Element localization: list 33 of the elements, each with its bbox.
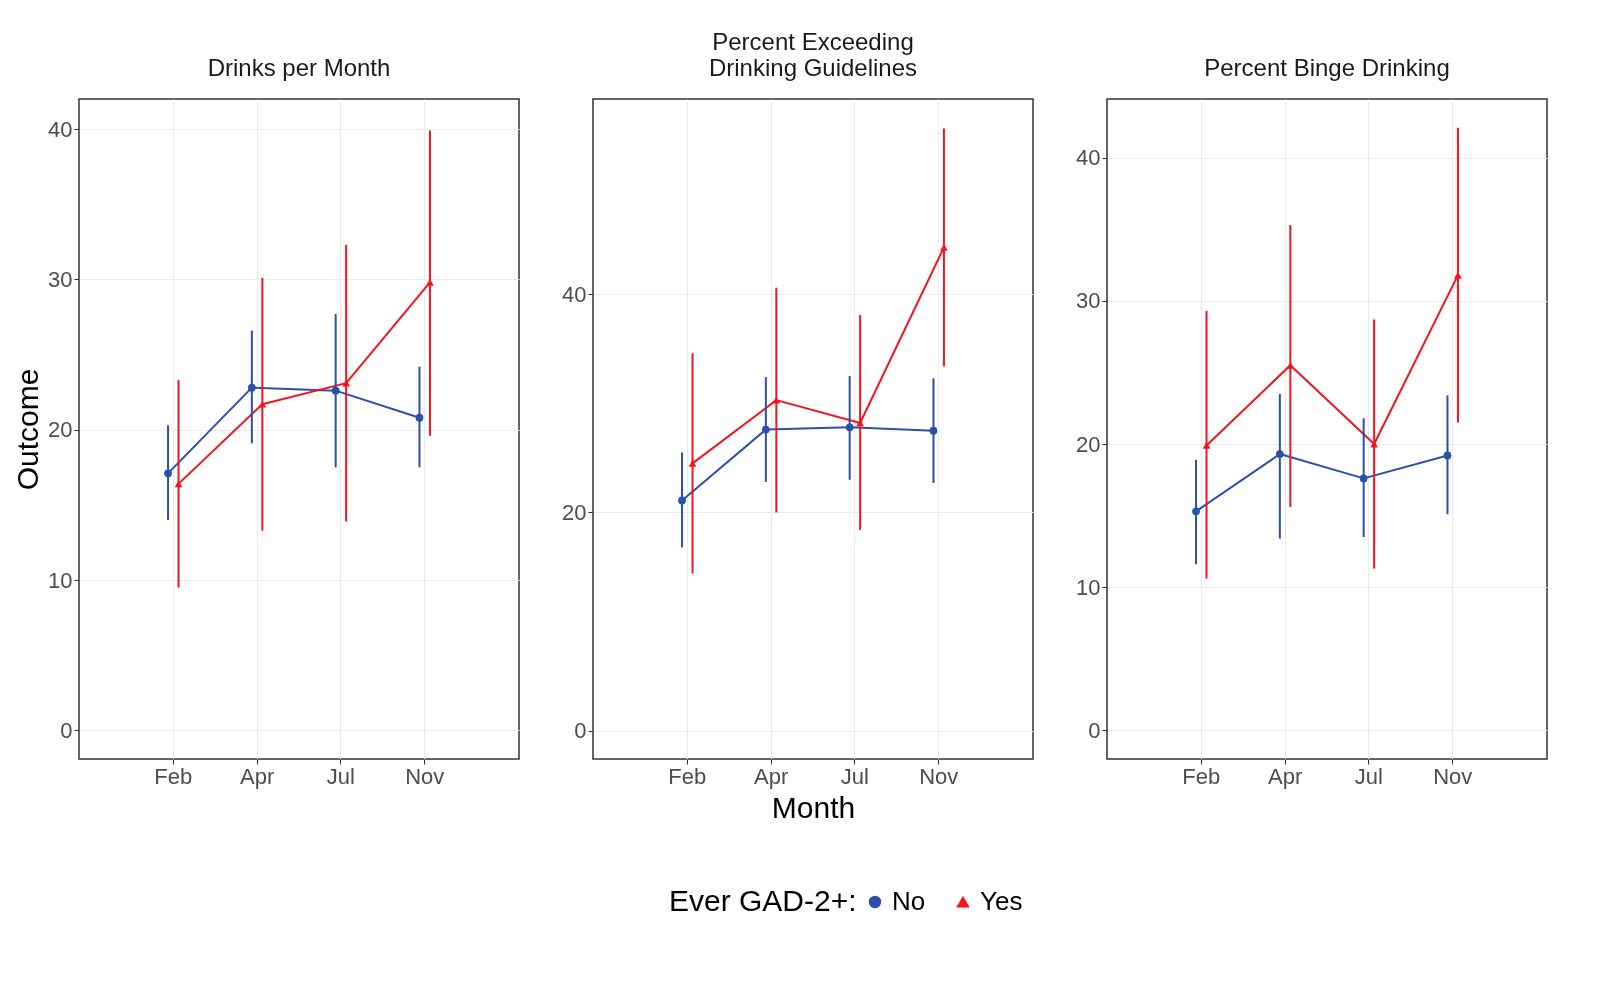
- y-tick-label: 30: [48, 266, 73, 292]
- y-tick-label: 20: [1076, 431, 1101, 457]
- x-tick-label: Feb: [154, 763, 193, 789]
- x-tick-label: Apr: [753, 763, 789, 789]
- x-tick-label: Feb: [668, 763, 707, 789]
- x-tick-label: Feb: [1182, 763, 1221, 789]
- x-axis-title: Month: [771, 790, 856, 824]
- y-tick-label: 0: [1088, 717, 1101, 743]
- x-tick-label: Nov: [1433, 763, 1473, 789]
- y-tick-label: 10: [1076, 574, 1101, 600]
- x-tick-label: Nov: [919, 763, 959, 789]
- y-tick-label: 40: [562, 281, 587, 307]
- x-tick-label: Jul: [326, 763, 355, 789]
- y-tick-label: 0: [60, 717, 73, 743]
- x-tick-label: Apr: [239, 763, 275, 789]
- y-tick-label: 20: [562, 499, 587, 525]
- y-tick-label: 40: [1076, 145, 1101, 171]
- x-tick-label: Apr: [1267, 763, 1303, 789]
- chart-title: Percent Exceeding Drinking Guidelines: [708, 28, 918, 81]
- y-tick-label: 40: [48, 116, 73, 142]
- y-tick-label: 0: [574, 718, 587, 744]
- y-tick-label: 10: [48, 567, 73, 593]
- x-tick-label: Jul: [1354, 763, 1383, 789]
- x-tick-label: Nov: [405, 763, 445, 789]
- chart-title: Percent Binge Drinking: [1204, 54, 1450, 81]
- chart-title: Drinks per Month: [207, 54, 391, 81]
- y-tick-label: 30: [1076, 288, 1101, 314]
- x-tick-label: Jul: [840, 763, 869, 789]
- y-tick-label: 20: [48, 417, 73, 443]
- legend-title: Ever GAD-2+:: [669, 884, 857, 917]
- legend-label: No: [892, 886, 926, 916]
- y-axis-title: Outcome: [11, 368, 45, 491]
- legend-label: Yes: [980, 886, 1023, 916]
